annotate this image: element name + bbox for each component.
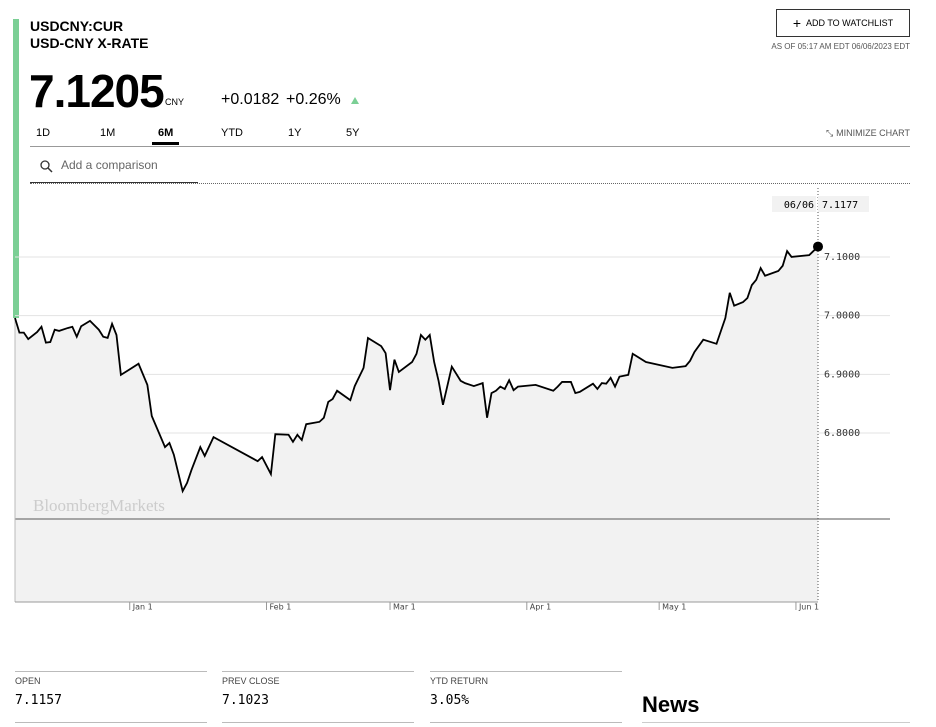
up-arrow <box>351 97 359 104</box>
price: 7.1205 <box>29 65 165 117</box>
range-tab[interactable]: 1M <box>100 127 116 139</box>
search-icon <box>40 160 53 173</box>
stat-rule <box>15 671 207 672</box>
minimize-label: MINIMIZE CHART <box>836 128 910 138</box>
stat-rule <box>15 722 207 723</box>
x-tick-label: Mar 1 <box>393 603 416 612</box>
price-line <box>14 245 819 494</box>
x-tick-label: Jun 1 <box>798 603 819 612</box>
watermark: BloombergMarkets <box>33 496 165 515</box>
range-tab[interactable]: 1Y <box>288 127 302 139</box>
tooltip-value-box <box>818 196 869 212</box>
ticker: USDCNY:CUR <box>30 18 124 34</box>
range-tab[interactable]: 1D <box>36 127 51 139</box>
stat-value: 7.1157 <box>15 693 62 708</box>
stat-value: 7.1023 <box>222 693 269 708</box>
x-tick-label: May 1 <box>662 603 686 612</box>
as-of: AS OF 05:17 AM EDT 06/06/2023 EDT <box>771 42 910 51</box>
news-title: News <box>642 692 700 717</box>
tooltip-date: 06/06 <box>784 200 814 211</box>
stat-label: OPEN <box>15 676 41 686</box>
stat-rule <box>222 671 414 672</box>
accent-bar <box>13 19 19 318</box>
minimize-chart[interactable]: ⤡ MINIMIZE CHART <box>825 128 910 138</box>
currency: CNY <box>165 97 185 107</box>
y-tick-label: 7.0000 <box>824 311 860 322</box>
change: +0.0182 <box>221 91 280 108</box>
news-rule <box>642 722 910 723</box>
y-tick-label: 7.1000 <box>824 252 860 263</box>
instrument-name: USD-CNY X-RATE <box>30 35 149 51</box>
watchlist-label: ADD TO WATCHLIST <box>806 18 894 28</box>
area-fill <box>15 246 818 602</box>
separator <box>30 183 910 184</box>
y-tick-label: 6.9000 <box>824 369 860 380</box>
range-tab[interactable]: 6M <box>152 127 180 145</box>
range-tab[interactable]: 5Y <box>346 127 360 139</box>
x-tick-label: Feb 1 <box>269 603 291 612</box>
stat-value: 3.05% <box>430 693 470 708</box>
stat-label: YTD RETURN <box>430 676 488 686</box>
stat-rule <box>222 722 414 723</box>
comparison-input[interactable]: Add a comparison <box>30 152 198 183</box>
range-tab[interactable]: YTD <box>221 127 243 139</box>
last-point <box>813 241 823 252</box>
x-tick-label: Jan 1 <box>132 603 153 612</box>
stat-label: PREV CLOSE <box>222 676 280 686</box>
tooltip-date-box <box>772 196 816 212</box>
tooltip-value: 7.1177 <box>822 200 858 211</box>
y-tick-label: 6.8000 <box>824 428 860 439</box>
chart: 6.8000 6.9000 7.0000 7.1000 Jan 1 Feb 1 Mar 1 A… <box>14 188 890 612</box>
change-percent: +0.26% <box>286 91 341 108</box>
range-tabs: 1D 1M 6M YTD 1Y 5Y <box>30 126 910 147</box>
watchlist-button[interactable]: + ADD TO WATCHLIST <box>776 9 910 37</box>
comparison-placeholder: Add a comparison <box>61 158 158 172</box>
stat-rule <box>430 671 622 672</box>
stat-rule <box>430 722 622 723</box>
x-tick-label: Apr 1 <box>530 603 551 612</box>
